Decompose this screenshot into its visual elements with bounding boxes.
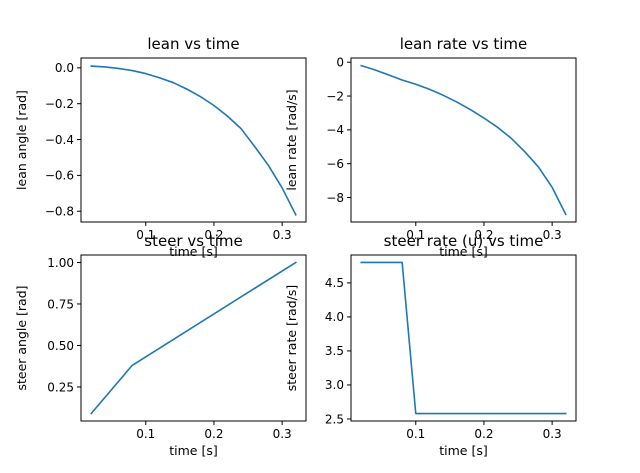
y-tick-label: 0.0 [55, 61, 74, 75]
y-tick-label: 4.5 [325, 276, 344, 290]
y-tick-label: 3.0 [325, 378, 344, 392]
y-tick-label: −2 [326, 89, 344, 103]
axes-frame [80, 254, 307, 422]
y-tick-label: −0.4 [45, 133, 74, 147]
y-tick-label: 0.50 [47, 339, 74, 353]
y-tick-label: 4.0 [325, 310, 344, 324]
y-axis-label: lean angle [rad] [14, 90, 29, 190]
x-axis-label: time [s] [439, 443, 487, 458]
y-tick-label: 0.25 [47, 380, 74, 394]
series-line-4 [360, 261, 567, 415]
y-tick-label: −8 [326, 191, 344, 205]
x-tick-label: 0.2 [204, 228, 223, 242]
subplot-3: 0.1 0.2 0.3 0.25 0.50 0.75 1.00 time [s] steer a… [14, 232, 307, 458]
axes-frame [350, 254, 577, 422]
x-tick-label: 0.1 [406, 228, 425, 242]
x-tick-label: 0.1 [406, 427, 425, 441]
x-tick-label: 0.3 [543, 228, 562, 242]
y-tick-label: −0.8 [45, 205, 74, 219]
x-tick-label: 0.2 [474, 427, 493, 441]
y-tick-label: 0 [336, 56, 344, 70]
chart-title: lean rate vs time [400, 35, 527, 53]
y-axis-label: lean rate [rad/s] [284, 89, 299, 190]
x-axis-label: time [s] [169, 443, 217, 458]
axes-frame [350, 57, 577, 223]
y-tick-label: 3.5 [325, 344, 344, 358]
y-tick-label: −6 [326, 157, 344, 171]
y-tick-label: 1.00 [47, 256, 74, 270]
chart-title: steer vs time [144, 232, 242, 250]
x-tick-label: 0.2 [204, 427, 223, 441]
y-axis-label: steer angle [rad] [14, 285, 29, 390]
series-line-3 [90, 261, 297, 415]
y-axis-label: steer rate [rad/s] [284, 285, 299, 391]
x-tick-label: 0.3 [273, 228, 292, 242]
series-line-1 [90, 65, 297, 216]
x-tick-label: 0.3 [543, 427, 562, 441]
x-tick-label: 0.2 [474, 228, 493, 242]
series-line-2 [360, 64, 567, 216]
y-tick-label: 2.5 [325, 412, 344, 426]
x-tick-label: 0.3 [273, 427, 292, 441]
axes-frame [80, 57, 307, 223]
x-tick-label: 0.1 [136, 228, 155, 242]
chart-title: lean vs time [147, 35, 239, 53]
chart-title: steer rate (u) vs time [384, 232, 544, 250]
y-tick-label: −4 [326, 123, 344, 137]
x-tick-label: 0.1 [136, 427, 155, 441]
y-tick-label: 0.75 [47, 297, 74, 311]
subplot-4: 0.1 0.2 0.3 2.5 3.0 3.5 4.0 4.5 time [s] steer ra… [284, 232, 577, 458]
y-tick-label: −0.6 [45, 169, 74, 183]
y-tick-label: −0.2 [45, 97, 74, 111]
